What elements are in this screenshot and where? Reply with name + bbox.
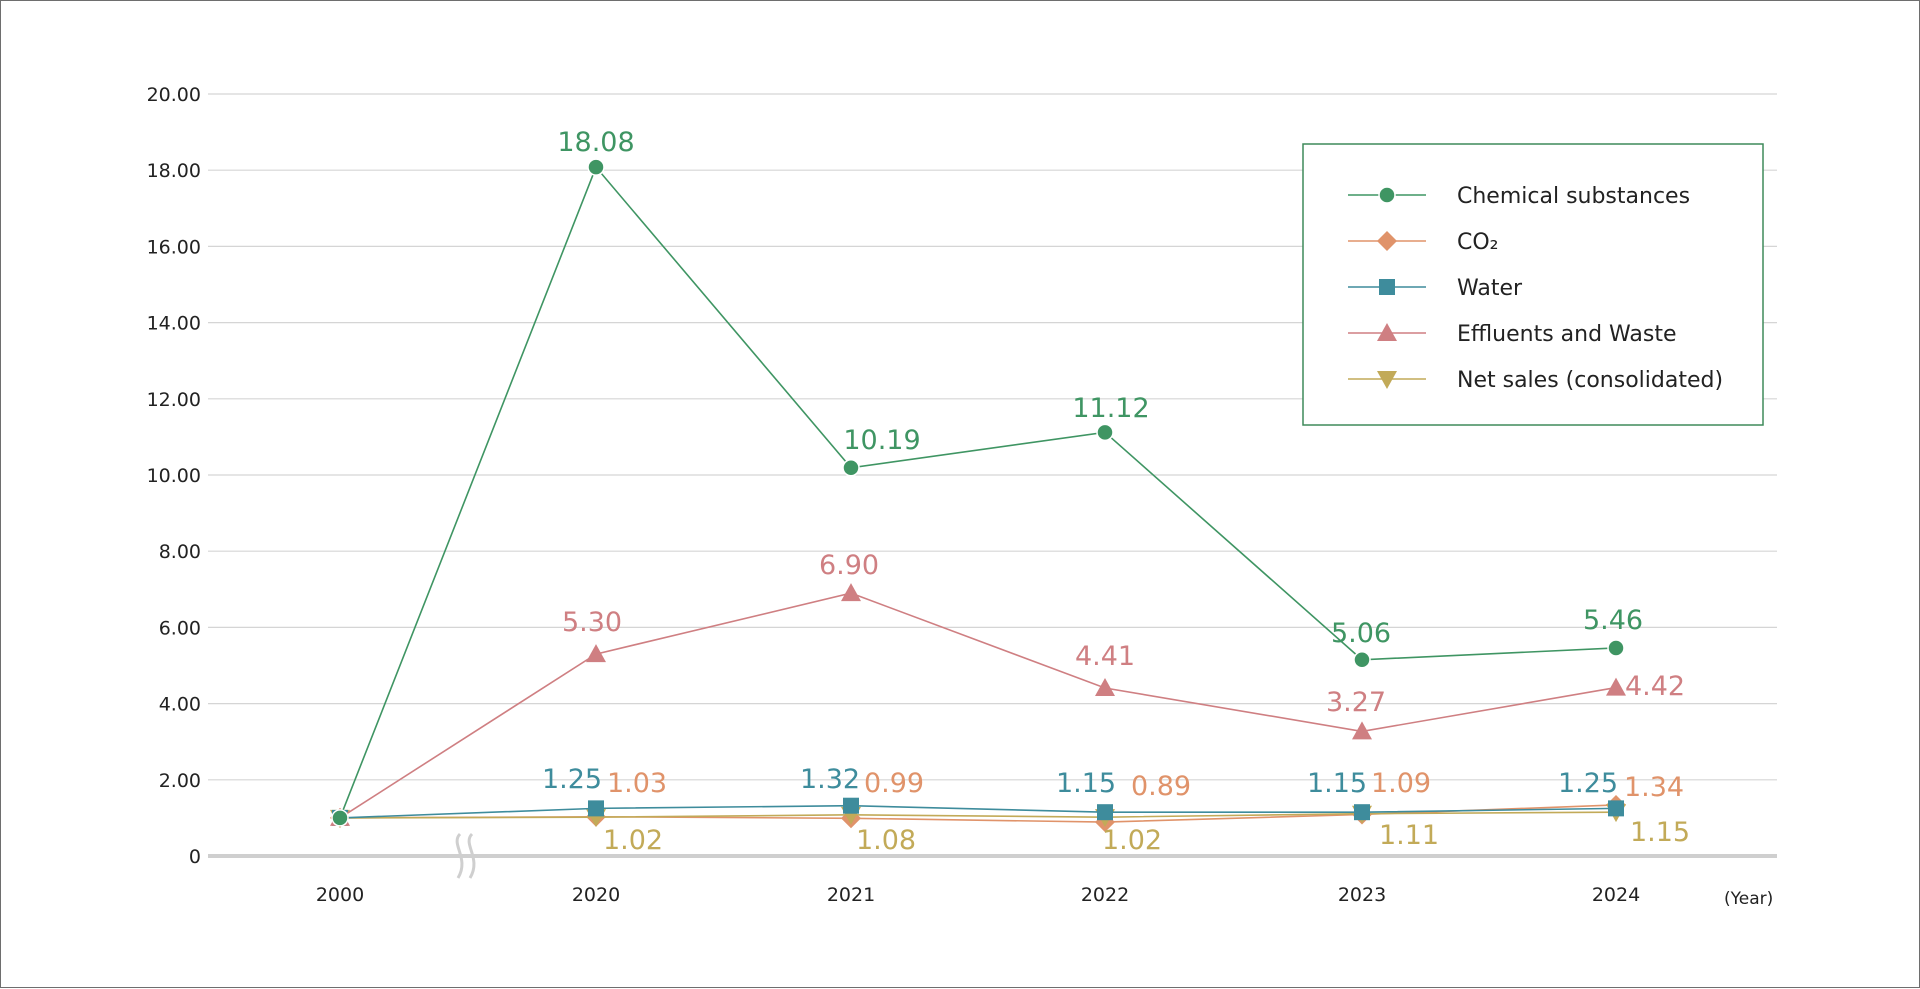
data-label: 4.42 [1625,671,1685,702]
data-point-3-2 [841,583,861,602]
data-label: 1.25 [1558,768,1618,799]
data-label: 0.99 [864,768,924,799]
data-point-2-1 [588,800,604,817]
data-label: 5.30 [562,607,622,638]
legend-marker-triangle-up-icon [1377,323,1397,341]
data-label: 3.27 [1326,687,1386,718]
y-axis-ticks: 0 2.00 4.00 6.00 8.00 10.00 12.00 14.00 16.00 18.… [147,84,201,868]
x-tick-label: 2023 [1338,884,1386,906]
legend-marker-diamond-icon [1377,231,1397,251]
data-point-2-2 [843,797,859,814]
y-tick-label: 8.00 [159,541,201,563]
data-label: 1.02 [1102,825,1162,856]
y-tick-label: 14.00 [147,313,201,335]
series-group [330,158,1626,833]
data-point-3-1 [586,644,606,663]
data-label: 1.34 [1624,772,1684,803]
data-point-0-3 [1096,423,1114,442]
series-line-3 [339,592,1617,819]
x-axis-unit: (Year) [1724,889,1773,909]
data-point-0-5 [1607,639,1625,657]
y-tick-label: 4.00 [159,694,201,716]
data-label: 6.90 [819,550,879,581]
gridlines [208,93,1777,781]
data-point-0-0 [331,809,349,827]
y-tick-label: 18.00 [147,160,201,182]
data-point-2-5 [1608,800,1624,817]
data-label: 4.41 [1075,641,1135,672]
y-tick-label: 20.00 [147,84,201,106]
x-axis: 2000 2020 2021 2022 2023 2024 (Year) [208,832,1777,909]
y-tick-label: 0 [189,846,201,868]
series-line-2 [339,804,1617,819]
data-label: 1.03 [607,768,667,799]
legend-marker-triangle-down-icon [1377,371,1397,389]
data-label: 1.02 [603,825,663,856]
legend: Chemical substances CO₂ Water Effluents and… [1302,143,1764,426]
data-label: 1.15 [1056,768,1116,799]
y-tick-label: 10.00 [147,465,201,487]
data-point-2-3 [1097,804,1113,821]
y-tick-label: 2.00 [159,770,201,792]
data-label: 1.11 [1379,820,1439,851]
data-label: 11.12 [1072,393,1149,424]
legend-label: CO₂ [1457,230,1499,255]
series-line-0 [339,165,1617,819]
data-label: 1.15 [1307,768,1367,799]
x-tick-label: 2021 [827,884,875,906]
data-point-3-3 [1095,677,1115,696]
data-point-0-4 [1353,651,1371,669]
y-tick-label: 6.00 [159,617,201,639]
data-label: 0.89 [1131,771,1191,802]
data-label: 10.19 [843,425,920,456]
data-point-0-1 [587,158,605,176]
data-label: 1.09 [1371,768,1431,799]
axis-break-icon [455,832,464,879]
data-label: 1.32 [800,764,860,795]
data-label: 1.15 [1630,817,1690,848]
data-point-3-4 [1352,721,1372,740]
legend-label: Chemical substances [1457,184,1690,209]
x-tick-label: 2000 [316,884,364,906]
data-label: 1.08 [856,825,916,856]
legend-marker-circle-icon [1378,186,1396,204]
data-label: 18.08 [557,127,634,158]
y-tick-label: 16.00 [147,236,201,258]
x-tick-label: 2020 [572,884,620,906]
y-tick-label: 12.00 [147,389,201,411]
data-point-2-4 [1354,804,1370,821]
data-label: 5.06 [1331,618,1391,649]
data-point-0-2 [842,459,860,477]
data-point-3-5 [1606,677,1626,696]
x-tick-label: 2024 [1592,884,1640,906]
data-label: 5.46 [1583,605,1643,636]
legend-label: Water [1457,276,1523,301]
x-tick-label: 2022 [1081,884,1129,906]
series-line-4 [339,811,1617,819]
axis-break-icon [467,832,476,879]
legend-label: Net sales (consolidated) [1457,368,1723,393]
legend-marker-square-icon [1379,279,1395,295]
data-label: 1.25 [542,764,602,795]
legend-label: Effluents and Waste [1457,322,1677,347]
